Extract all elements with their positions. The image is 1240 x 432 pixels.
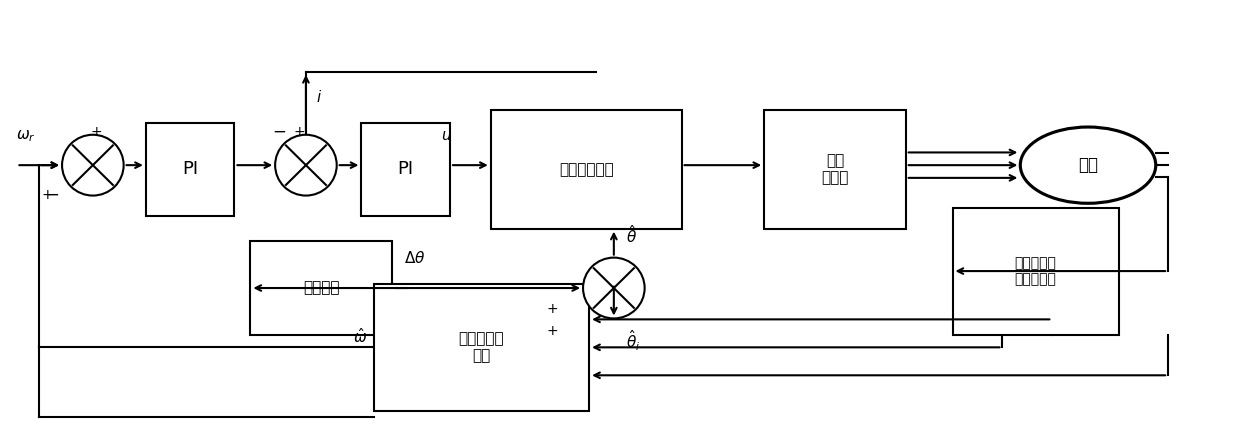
Text: 电机: 电机 bbox=[1078, 156, 1099, 174]
Text: +: + bbox=[91, 124, 103, 139]
Text: 转速与位置
估计: 转速与位置 估计 bbox=[459, 331, 505, 364]
Bar bbox=[491, 110, 682, 229]
Ellipse shape bbox=[275, 135, 337, 196]
Text: $\Delta\theta$: $\Delta\theta$ bbox=[404, 250, 425, 266]
Bar bbox=[373, 284, 589, 411]
Bar bbox=[952, 207, 1118, 335]
Text: $\omega_r$: $\omega_r$ bbox=[16, 129, 36, 144]
Text: PI: PI bbox=[182, 160, 198, 178]
Text: $-$: $-$ bbox=[45, 185, 60, 203]
Text: 相位补偿: 相位补偿 bbox=[303, 280, 340, 295]
Text: PI: PI bbox=[398, 160, 414, 178]
Text: 三相
逆变器: 三相 逆变器 bbox=[821, 153, 848, 186]
Text: $\hat{\theta}_i$: $\hat{\theta}_i$ bbox=[626, 328, 641, 353]
Text: $-$: $-$ bbox=[272, 121, 286, 140]
Text: +: + bbox=[546, 324, 558, 338]
Text: $u$: $u$ bbox=[441, 128, 453, 143]
Ellipse shape bbox=[583, 257, 645, 318]
Bar bbox=[146, 123, 234, 216]
Bar bbox=[361, 123, 450, 216]
Text: $i$: $i$ bbox=[316, 89, 322, 105]
Text: +: + bbox=[294, 124, 305, 139]
Text: $\hat{\theta}$: $\hat{\theta}$ bbox=[626, 224, 637, 246]
Ellipse shape bbox=[1021, 127, 1156, 203]
Text: 无位置传感
器检测电路: 无位置传感 器检测电路 bbox=[1014, 256, 1056, 286]
Text: +: + bbox=[546, 302, 558, 317]
Text: $\hat{\omega}$: $\hat{\omega}$ bbox=[353, 327, 367, 346]
Bar bbox=[764, 110, 905, 229]
Text: +: + bbox=[41, 188, 53, 202]
Bar bbox=[250, 241, 392, 335]
Ellipse shape bbox=[62, 135, 124, 196]
Text: 空间矢量调制: 空间矢量调制 bbox=[559, 162, 614, 177]
